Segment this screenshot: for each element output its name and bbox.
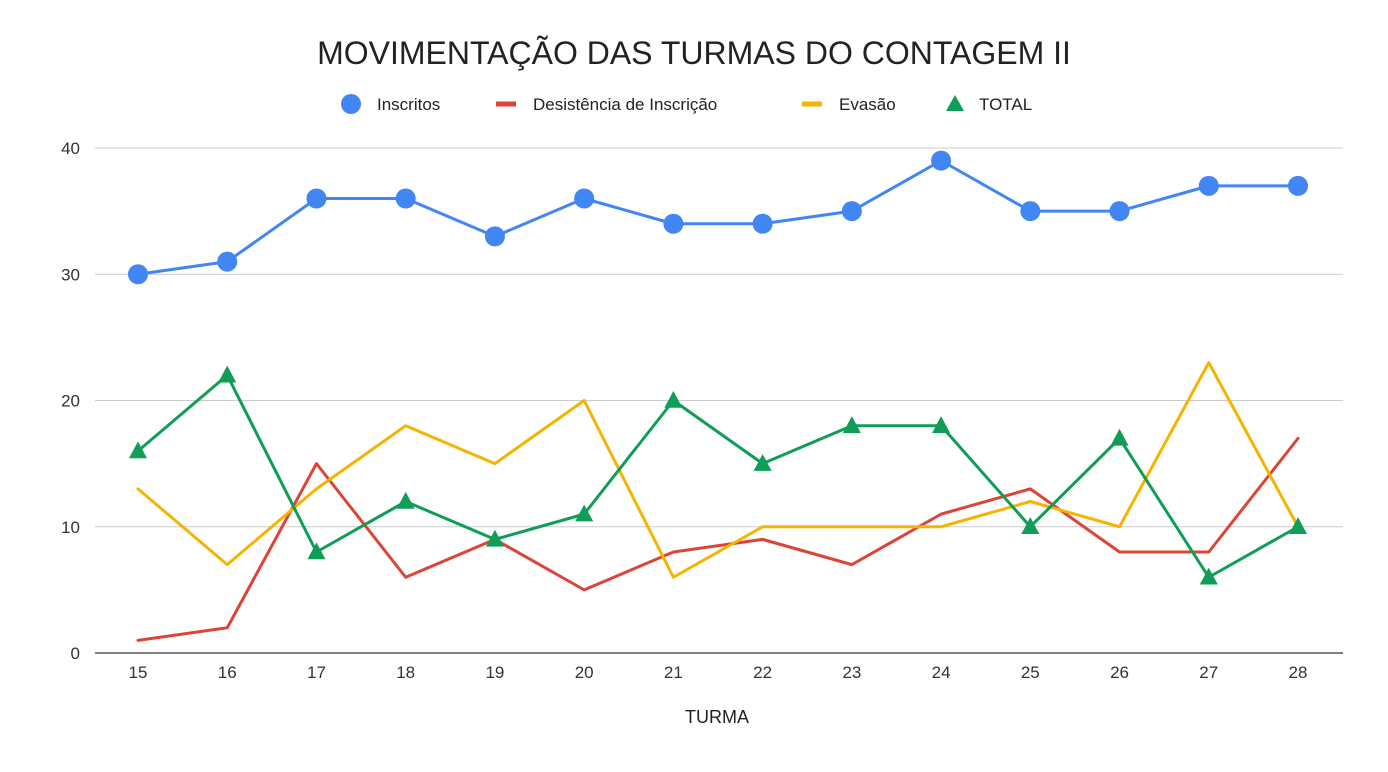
legend-label-evasao: Evasão xyxy=(839,95,896,114)
legend-marker-total xyxy=(946,95,964,111)
y-axis-ticks: 0 10 20 30 40 xyxy=(61,139,80,663)
data-point-total xyxy=(932,416,951,433)
data-point-total xyxy=(396,491,415,509)
series-line-total xyxy=(136,373,1300,579)
series-line-evasao xyxy=(136,361,1300,579)
legend-marker-evasao xyxy=(802,101,822,107)
data-point-total xyxy=(485,529,504,547)
data-point-inscritos xyxy=(1020,201,1041,222)
legend-label-total: TOTAL xyxy=(979,95,1032,114)
data-point-inscritos xyxy=(752,213,773,234)
legend-marker-inscritos xyxy=(341,94,361,114)
series-markers xyxy=(128,150,1308,585)
data-point-inscritos xyxy=(1109,201,1130,222)
data-point-inscritos xyxy=(217,251,238,272)
legend-marker-desistencia-de-inscricao xyxy=(496,101,516,107)
data-point-total xyxy=(218,365,237,383)
data-point-total xyxy=(1021,517,1040,534)
x-tick-label: 21 xyxy=(664,663,683,682)
data-point-total xyxy=(753,454,772,471)
y-tick-label: 30 xyxy=(61,265,80,284)
x-tick-label: 28 xyxy=(1289,663,1308,682)
x-tick-label: 25 xyxy=(1021,663,1040,682)
data-point-total xyxy=(129,441,147,459)
data-point-total xyxy=(1289,517,1307,534)
data-point-inscritos xyxy=(484,226,505,247)
x-tick-label: 17 xyxy=(307,663,326,682)
data-point-inscritos xyxy=(1198,175,1219,196)
y-tick-label: 20 xyxy=(61,392,80,411)
x-tick-label: 24 xyxy=(932,663,951,682)
data-point-inscritos xyxy=(574,188,595,209)
y-tick-label: 10 xyxy=(61,518,80,537)
data-point-inscritos xyxy=(931,150,952,171)
chart-title: MOVIMENTAÇÃO DAS TURMAS DO CONTAGEM II xyxy=(317,35,1071,71)
series-line-desistencia-de-inscricao xyxy=(136,436,1300,642)
x-tick-label: 22 xyxy=(753,663,772,682)
data-point-inscritos xyxy=(128,264,148,285)
legend-label-desistencia-de-inscricao: Desistência de Inscrição xyxy=(533,95,717,114)
x-axis-label: TURMA xyxy=(685,707,749,727)
data-point-total xyxy=(307,542,326,560)
data-point-total xyxy=(842,416,861,433)
x-tick-label: 15 xyxy=(129,663,148,682)
data-point-inscritos xyxy=(306,188,327,209)
data-point-total xyxy=(1110,428,1129,446)
series-line-inscritos xyxy=(136,159,1300,276)
x-tick-label: 19 xyxy=(485,663,504,682)
x-tick-label: 16 xyxy=(218,663,237,682)
y-tick-label: 40 xyxy=(61,139,80,158)
x-tick-label: 18 xyxy=(396,663,415,682)
data-point-inscritos xyxy=(663,213,684,234)
x-tick-label: 23 xyxy=(842,663,861,682)
data-point-total xyxy=(664,390,683,408)
data-point-total xyxy=(575,504,594,522)
data-point-inscritos xyxy=(1288,175,1308,196)
legend-label-inscritos: Inscritos xyxy=(377,95,440,114)
data-point-inscritos xyxy=(395,188,416,209)
data-point-total xyxy=(1199,567,1218,585)
data-point-inscritos xyxy=(841,201,862,222)
series-lines xyxy=(136,159,1300,642)
y-tick-label: 0 xyxy=(71,644,80,663)
x-tick-label: 27 xyxy=(1199,663,1218,682)
x-axis-ticks: 15 16 17 18 19 20 21 22 23 24 25 26 27 28 xyxy=(129,663,1308,682)
legend: Inscritos Desistência de Inscrição Evasão T… xyxy=(341,94,1032,114)
x-tick-label: 26 xyxy=(1110,663,1129,682)
x-tick-label: 20 xyxy=(575,663,594,682)
